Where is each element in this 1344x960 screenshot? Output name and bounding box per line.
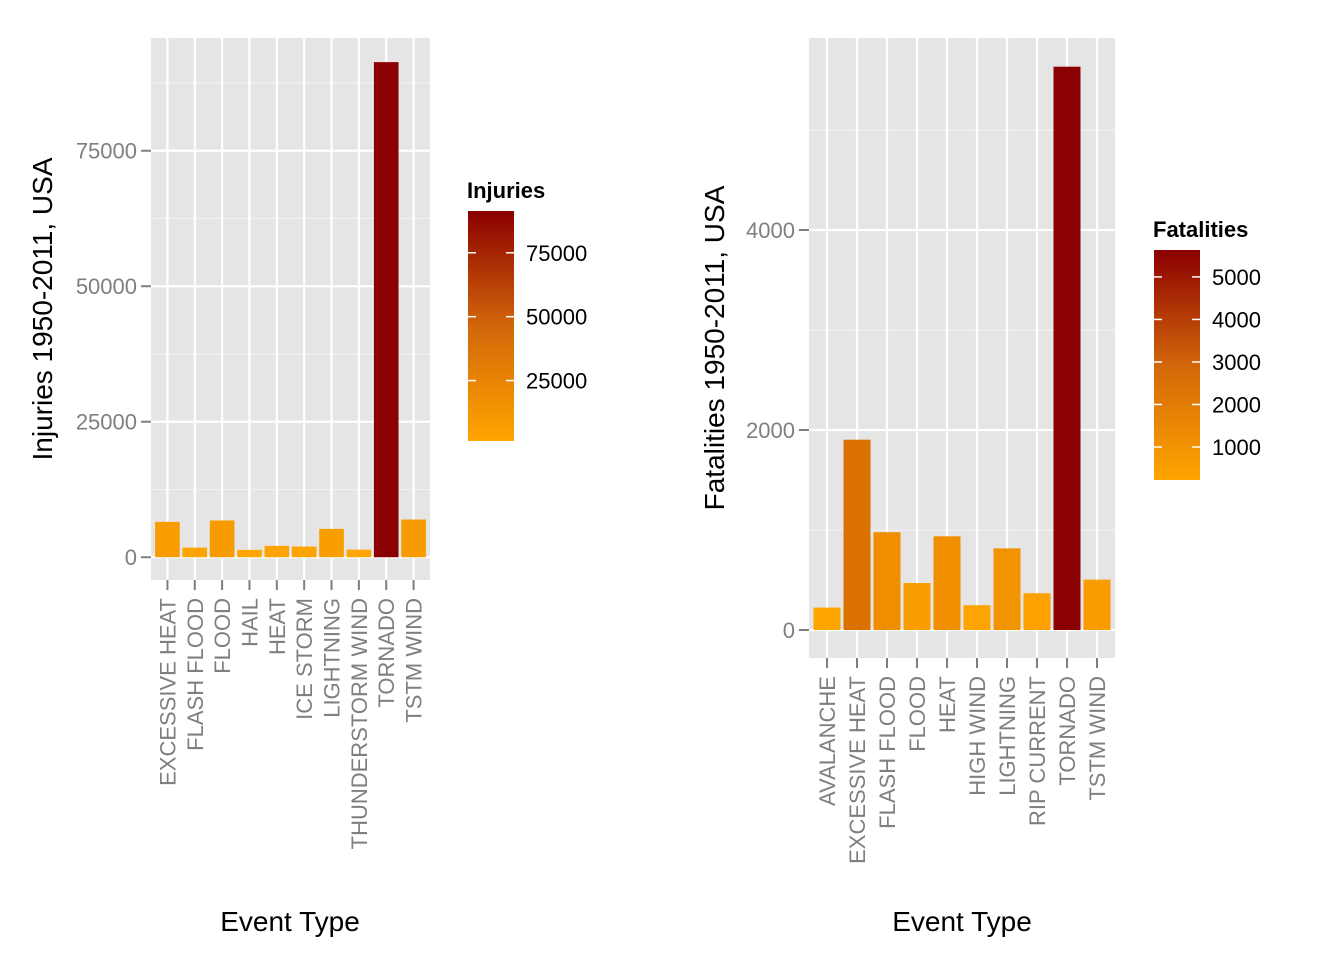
fatalities-bar-flash-flood	[873, 532, 901, 630]
fatalities-y-tick-label: 0	[783, 618, 795, 643]
injuries-x-tick-label: TORNADO	[374, 598, 399, 708]
fatalities-bar-avalanche	[813, 607, 841, 630]
fatalities-bar-tornado	[1053, 66, 1081, 630]
injuries-legend-colorbar	[468, 211, 514, 441]
fatalities-x-tick-label: HEAT	[935, 676, 960, 733]
injuries-bar-ice-storm	[291, 546, 317, 558]
injuries-legend-title: Injuries	[467, 178, 545, 203]
injuries-bar-excessive-heat	[155, 521, 180, 558]
injuries-legend: Injuries 25000 50000 75000	[467, 178, 587, 441]
injuries-x-axis: EXCESSIVE HEAT FLASH FLOOD FLOOD HAIL HEAT IC…	[155, 580, 427, 849]
injuries-bar-flash-flood	[182, 547, 208, 558]
injuries-bar-lightning	[319, 528, 344, 558]
injuries-x-tick-label: FLASH FLOOD	[183, 598, 208, 751]
fatalities-y-axis-title: Fatalities 1950-2011, USA	[699, 185, 730, 510]
injuries-legend-label: 50000	[526, 305, 587, 330]
injuries-major-gridlines	[151, 38, 430, 580]
injuries-x-tick-label: FLOOD	[210, 598, 235, 674]
fatalities-legend-title: Fatalities	[1153, 217, 1248, 242]
injuries-legend-label: 75000	[526, 241, 587, 266]
injuries-x-tick-label: HAIL	[237, 598, 262, 647]
fatalities-y-axis: 0 2000 4000	[746, 218, 809, 643]
fatalities-bar-rip-current	[1023, 593, 1051, 630]
fatalities-x-tick-label: TSTM WIND	[1085, 676, 1110, 801]
fatalities-x-tick-label: EXCESSIVE HEAT	[845, 676, 870, 864]
fatalities-chart: 0 2000 4000 AVALANCHE EXCESSIVE HEAT FLASH F…	[699, 38, 1261, 937]
injuries-bars	[155, 62, 426, 558]
fatalities-legend-label: 5000	[1212, 265, 1261, 290]
fatalities-bar-tstm-wind	[1083, 579, 1111, 630]
injuries-y-axis-title: Injuries 1950-2011, USA	[27, 157, 58, 460]
injuries-x-tick-label: ICE STORM	[292, 598, 317, 720]
fatalities-legend-label: 4000	[1212, 307, 1261, 332]
fatalities-bar-heat	[933, 536, 961, 630]
fatalities-x-tick-label: FLASH FLOOD	[875, 676, 900, 829]
injuries-legend-label: 25000	[526, 369, 587, 394]
injuries-x-tick-label: LIGHTNING	[320, 598, 345, 718]
fatalities-bar-flood	[903, 583, 931, 630]
fatalities-legend-label: 3000	[1212, 350, 1261, 375]
fatalities-major-gridlines	[809, 38, 1115, 658]
fatalities-legend-colorbar	[1154, 250, 1200, 480]
fatalities-y-tick-label: 4000	[746, 218, 795, 243]
fatalities-x-tick-label: FLOOD	[905, 676, 930, 752]
fatalities-x-tick-label: AVALANCHE	[815, 676, 840, 806]
injuries-y-tick-label: 25000	[76, 410, 137, 435]
injuries-bar-hail	[237, 549, 262, 558]
injuries-x-tick-label: HEAT	[265, 598, 290, 655]
injuries-y-axis: 0 25000 50000 75000	[76, 139, 151, 570]
injuries-bar-tornado	[373, 62, 399, 558]
injuries-bar-tstm-wind	[401, 519, 426, 558]
fatalities-y-tick-label: 2000	[746, 418, 795, 443]
injuries-y-tick-label: 50000	[76, 274, 137, 299]
fatalities-bar-lightning	[993, 548, 1021, 630]
fatalities-bars	[813, 66, 1111, 630]
fatalities-legend-label: 2000	[1212, 392, 1261, 417]
fatalities-bar-excessive-heat	[843, 439, 871, 630]
fatalities-legend-label: 1000	[1212, 435, 1261, 460]
fatalities-x-tick-label: LIGHTNING	[995, 676, 1020, 796]
injuries-bar-heat	[264, 545, 290, 558]
injuries-x-tick-label: THUNDERSTORM WIND	[347, 598, 372, 849]
injuries-bar-flood	[209, 520, 235, 558]
fatalities-x-tick-label: HIGH WIND	[965, 676, 990, 796]
fatalities-legend: Fatalities 1000 2000 3000 4000 5000	[1153, 217, 1261, 480]
fatalities-bar-high-wind	[963, 605, 991, 630]
injuries-x-tick-label: TSTM WIND	[402, 598, 427, 723]
injuries-x-tick-label: EXCESSIVE HEAT	[155, 598, 180, 786]
fatalities-x-axis: AVALANCHE EXCESSIVE HEAT FLASH FLOOD FLOOD H…	[815, 658, 1110, 864]
injuries-y-tick-label: 75000	[76, 139, 137, 164]
injuries-x-axis-title: Event Type	[220, 906, 360, 937]
fatalities-x-tick-label: RIP CURRENT	[1025, 676, 1050, 826]
fatalities-x-axis-title: Event Type	[892, 906, 1032, 937]
injuries-bar-thunderstorm-wind	[346, 549, 372, 558]
fatalities-x-tick-label: TORNADO	[1055, 676, 1080, 786]
injuries-y-tick-label: 0	[125, 545, 137, 570]
injuries-chart: 0 25000 50000 75000 EXCESSIVE HEAT FLASH FLO…	[27, 38, 587, 937]
